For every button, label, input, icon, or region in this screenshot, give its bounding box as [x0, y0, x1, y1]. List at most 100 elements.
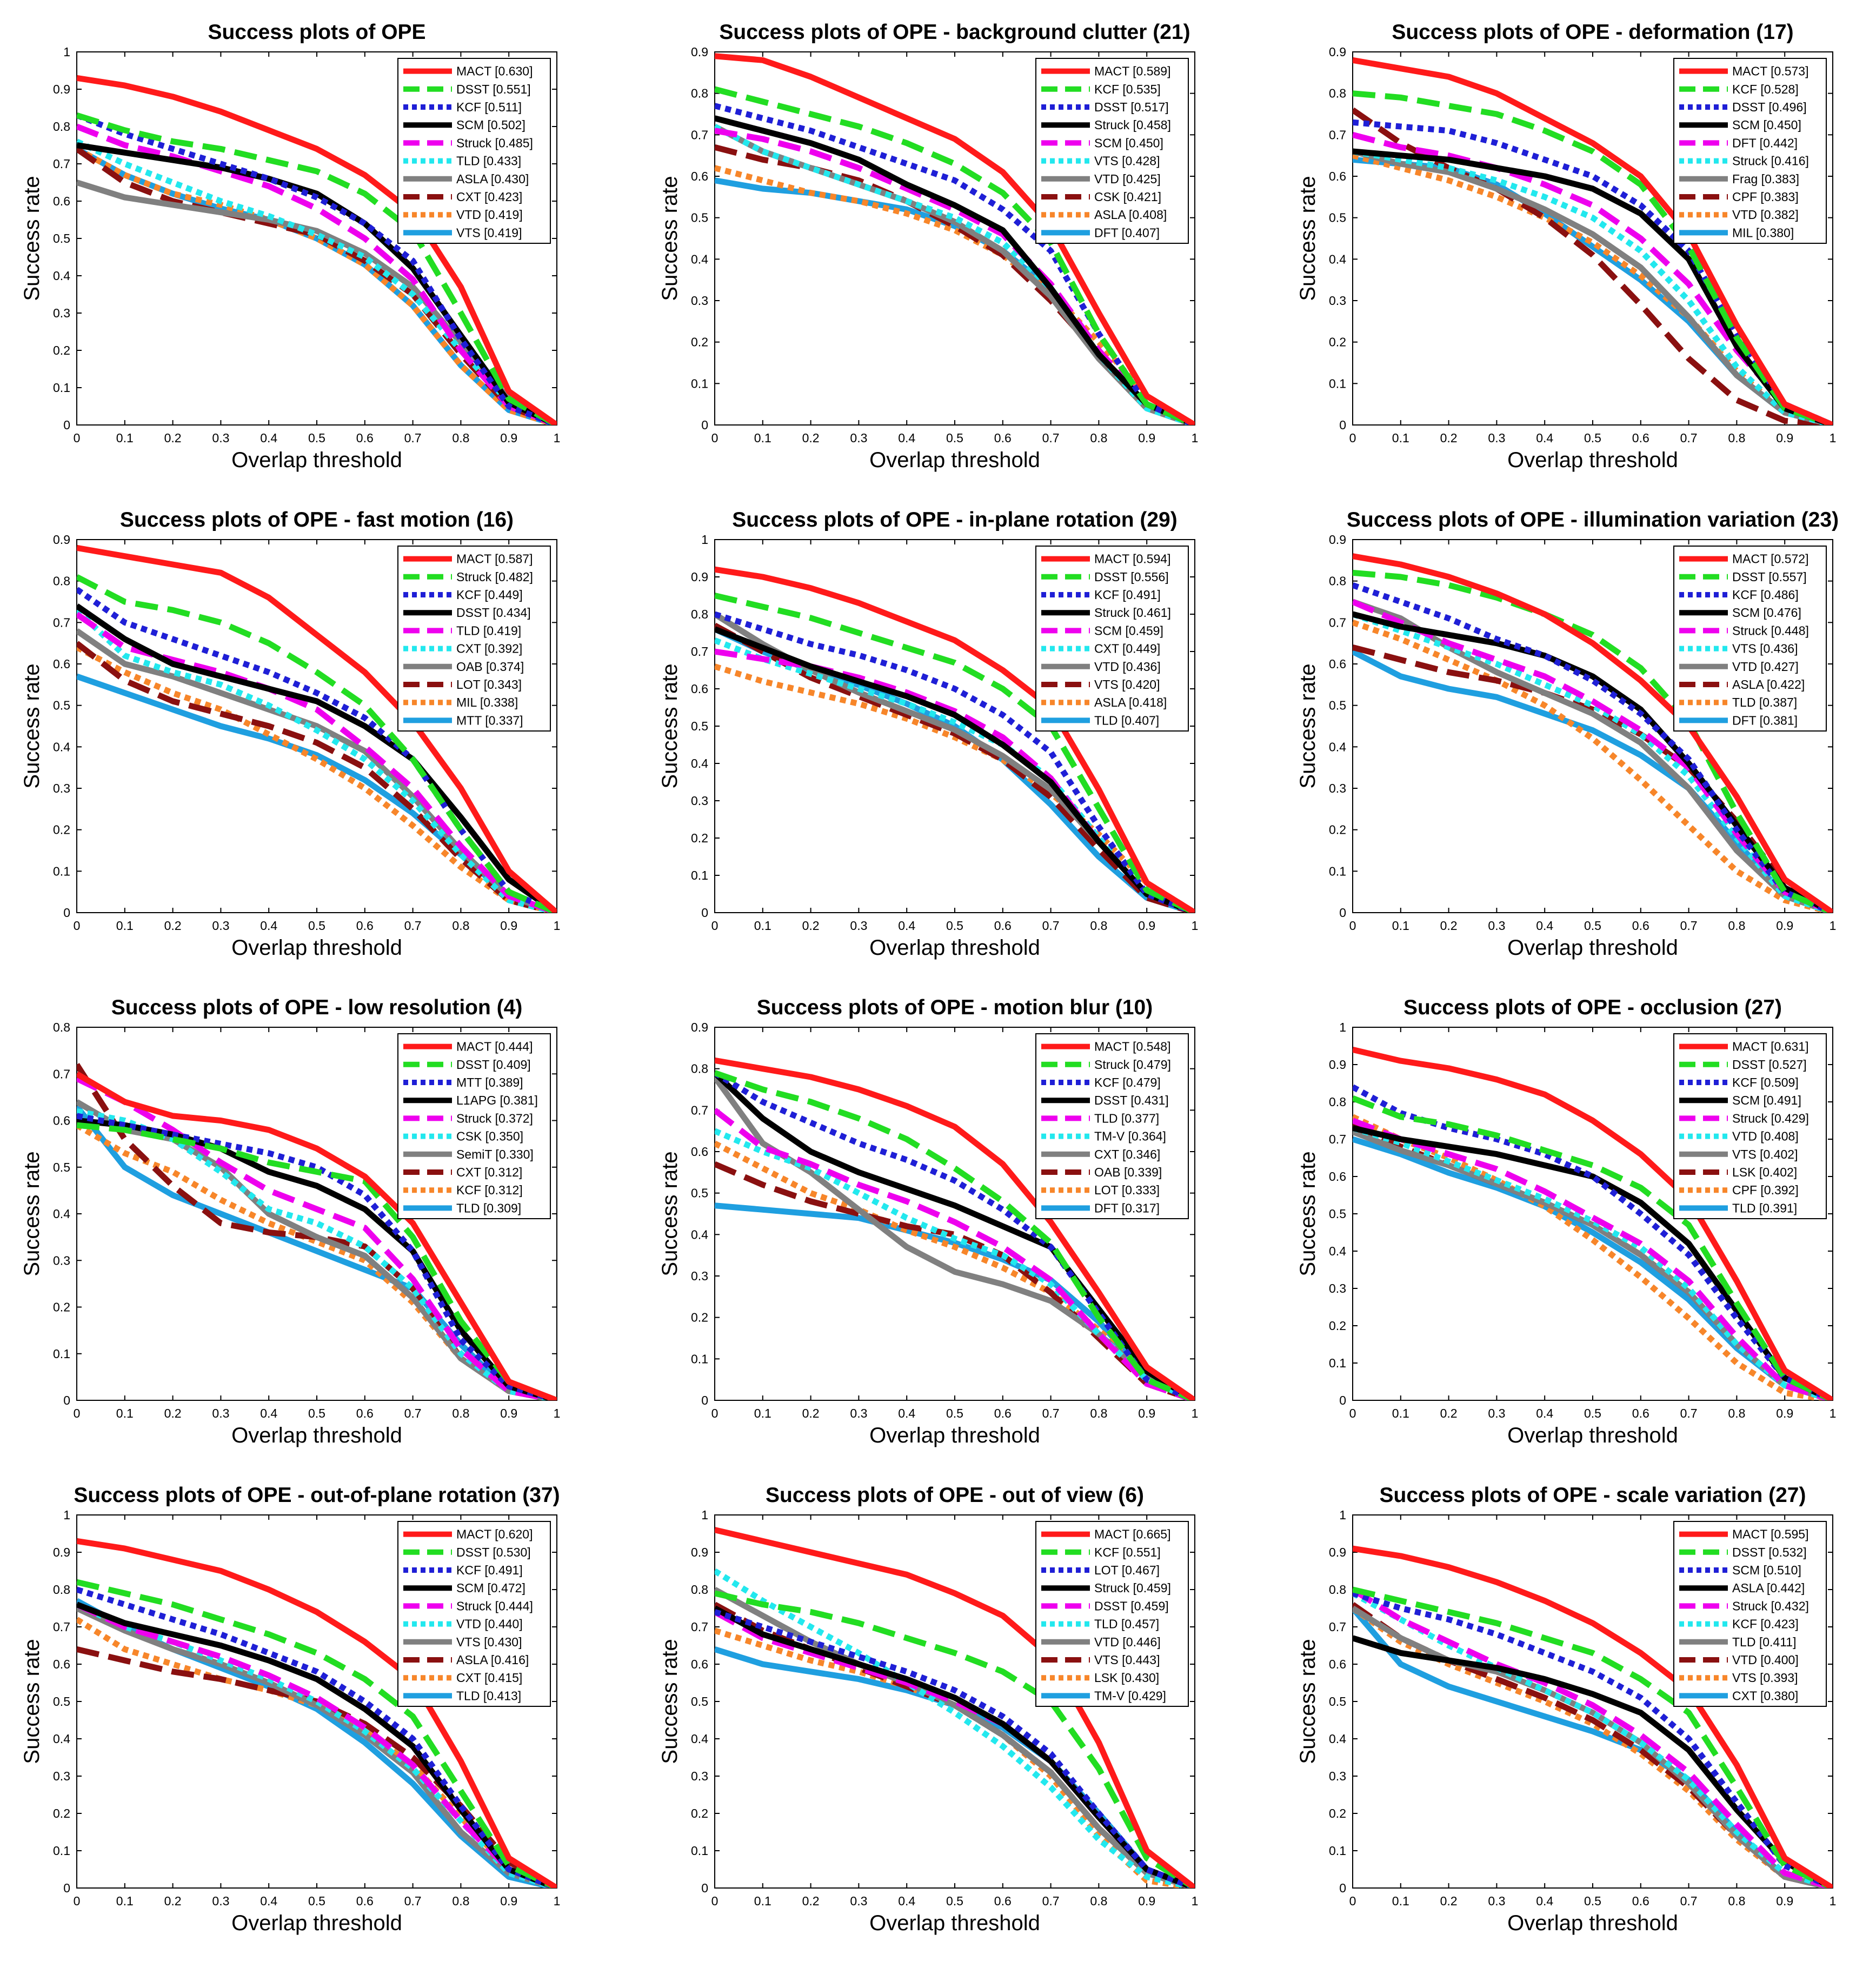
x-axis-label: Overlap threshold [231, 1424, 402, 1447]
series-lines [1353, 553, 1833, 913]
y-axis-label: Success rate [20, 1639, 44, 1764]
x-tick-label: 0.1 [116, 431, 134, 445]
legend-entry-label: VTD [0.419] [456, 208, 523, 222]
legend-entry-label: OAB [0.374] [456, 660, 524, 674]
y-tick-label: 0.2 [691, 335, 708, 349]
x-tick-label: 1 [554, 1406, 561, 1420]
y-tick-label: 0.2 [1329, 1806, 1346, 1820]
y-tick-label: 0.3 [53, 781, 70, 795]
series-line-dsst [1353, 119, 1833, 425]
x-tick-label: 0.9 [1138, 431, 1155, 445]
series-lines [715, 53, 1195, 425]
legend-entry-label: KCF [0.491] [456, 1563, 523, 1577]
y-tick-label: 1 [701, 533, 708, 547]
x-tick-label: 1 [1830, 919, 1837, 933]
legend-entry-label: MACT [0.630] [456, 64, 533, 78]
x-tick-label: 0.1 [1392, 1894, 1409, 1908]
y-tick-label: 0.9 [1329, 533, 1346, 547]
legend-entry-label: Frag [0.383] [1732, 172, 1799, 186]
x-tick-label: 0.5 [1584, 919, 1601, 933]
y-axis-label: Success rate [20, 663, 44, 788]
series-line-dsst [77, 1579, 557, 1888]
y-tick-label: 0.3 [1329, 781, 1346, 795]
x-axis-label: Overlap threshold [869, 448, 1040, 472]
legend-entry-label: VTD [0.446] [1094, 1635, 1161, 1649]
legend: MACT [0.572] DSST [0.557] KCF [0.486] SCM [… [1673, 546, 1827, 732]
legend-entry-label: CXT [0.415] [456, 1671, 522, 1685]
series-line-cxt [77, 146, 557, 425]
y-tick-label: 0.9 [53, 82, 70, 96]
chart-title: Success plots of OPE - fast motion (16) [120, 508, 514, 531]
y-tick-label: 0.2 [1329, 335, 1346, 349]
y-tick-label: 0.7 [1329, 1620, 1346, 1634]
y-tick-label: 0.3 [1329, 294, 1346, 308]
y-tick-label: 0.7 [691, 644, 708, 659]
series-line-struck [77, 574, 557, 913]
x-tick-label: 0.2 [1440, 1406, 1458, 1420]
x-tick-label: 0.7 [404, 919, 422, 933]
legend-entry-label: Struck [0.461] [1094, 606, 1171, 620]
y-tick-label: 0.7 [1329, 128, 1346, 142]
x-tick-label: 1 [1830, 1894, 1837, 1908]
legend-entry-label: Struck [0.429] [1732, 1111, 1809, 1125]
y-tick-label: 0.2 [1329, 1319, 1346, 1333]
y-axis-label: Success rate [658, 1639, 682, 1764]
x-tick-label: 0.4 [1536, 919, 1553, 933]
legend-entry-label: LSK [0.402] [1732, 1165, 1797, 1179]
series-line-kcf [77, 1586, 557, 1888]
series-lines [715, 1057, 1195, 1400]
y-axis-label: Success rate [658, 176, 682, 301]
series-line-struck [715, 1605, 1195, 1888]
y-tick-label: 0.2 [691, 1806, 708, 1820]
x-tick-label: 0.6 [356, 1406, 374, 1420]
x-tick-label: 0.8 [452, 1406, 469, 1420]
series-lines [77, 75, 557, 425]
y-tick-label: 0.8 [53, 574, 70, 588]
series-line-dft [1353, 131, 1833, 425]
y-tick-label: 0.9 [1329, 1058, 1346, 1072]
legend-entry-label: SCM [0.472] [456, 1581, 525, 1595]
x-tick-label: 0.8 [452, 919, 469, 933]
legend-entry-label: DFT [0.442] [1732, 136, 1798, 150]
y-tick-label: 0.8 [691, 607, 708, 621]
y-tick-label: 0.4 [53, 1732, 70, 1746]
y-tick-label: 0.3 [53, 1253, 70, 1267]
x-tick-label: 0.3 [212, 431, 229, 445]
legend-entry-label: VTD [0.425] [1094, 172, 1161, 186]
chart-1: Success plots of OPE 0 0.1 0.2 0.3 0.4 0.5 0.6 0… [20, 21, 560, 472]
y-tick-label: 0.4 [691, 252, 708, 266]
y-tick-label: 0.3 [53, 306, 70, 320]
legend-entry-label: KCF [0.312] [456, 1183, 523, 1197]
x-axis-label: Overlap threshold [231, 936, 402, 960]
legend-entry-label: MACT [0.665] [1094, 1527, 1170, 1541]
y-axis-label: Success rate [658, 1151, 682, 1276]
legend-entry-label: KCF [0.535] [1094, 82, 1161, 96]
x-tick-label: 0.4 [898, 1894, 915, 1908]
x-tick-label: 0 [74, 1894, 81, 1908]
legend-entry-label: ASLA [0.430] [456, 172, 529, 186]
series-line-lot [715, 1140, 1195, 1400]
y-tick-label: 0.7 [1329, 615, 1346, 629]
y-tick-label: 0.4 [53, 269, 70, 283]
x-tick-label: 0 [711, 919, 719, 933]
series-line-mil [77, 644, 557, 913]
y-tick-label: 0.1 [53, 381, 70, 395]
legend-entry-label: DSST [0.527] [1732, 1058, 1807, 1072]
legend-entry-label: DFT [0.317] [1094, 1201, 1160, 1215]
x-tick-label: 0.6 [994, 919, 1012, 933]
legend: MACT [0.587] Struck [0.482] KCF [0.449] DSS… [397, 546, 551, 732]
series-line-tld [77, 611, 557, 913]
legend-entry-label: MACT [0.572] [1732, 552, 1808, 566]
series-line-scm [77, 1601, 557, 1888]
x-tick-label: 1 [554, 431, 561, 445]
x-tick-label: 0.6 [356, 431, 374, 445]
legend-entry-label: KCF [0.491] [1094, 588, 1161, 602]
legend: MACT [0.548] Struck [0.479] KCF [0.479] DSS… [1035, 1033, 1189, 1219]
series-line-dsst [1353, 1586, 1833, 1888]
legend-entry-label: VTS [0.428] [1094, 154, 1160, 168]
y-tick-label: 0 [63, 418, 70, 432]
x-tick-label: 0.1 [1392, 1406, 1409, 1420]
y-tick-label: 0.2 [53, 823, 70, 837]
chart-5: Success plots of OPE - in-plane rotation… [658, 508, 1198, 960]
